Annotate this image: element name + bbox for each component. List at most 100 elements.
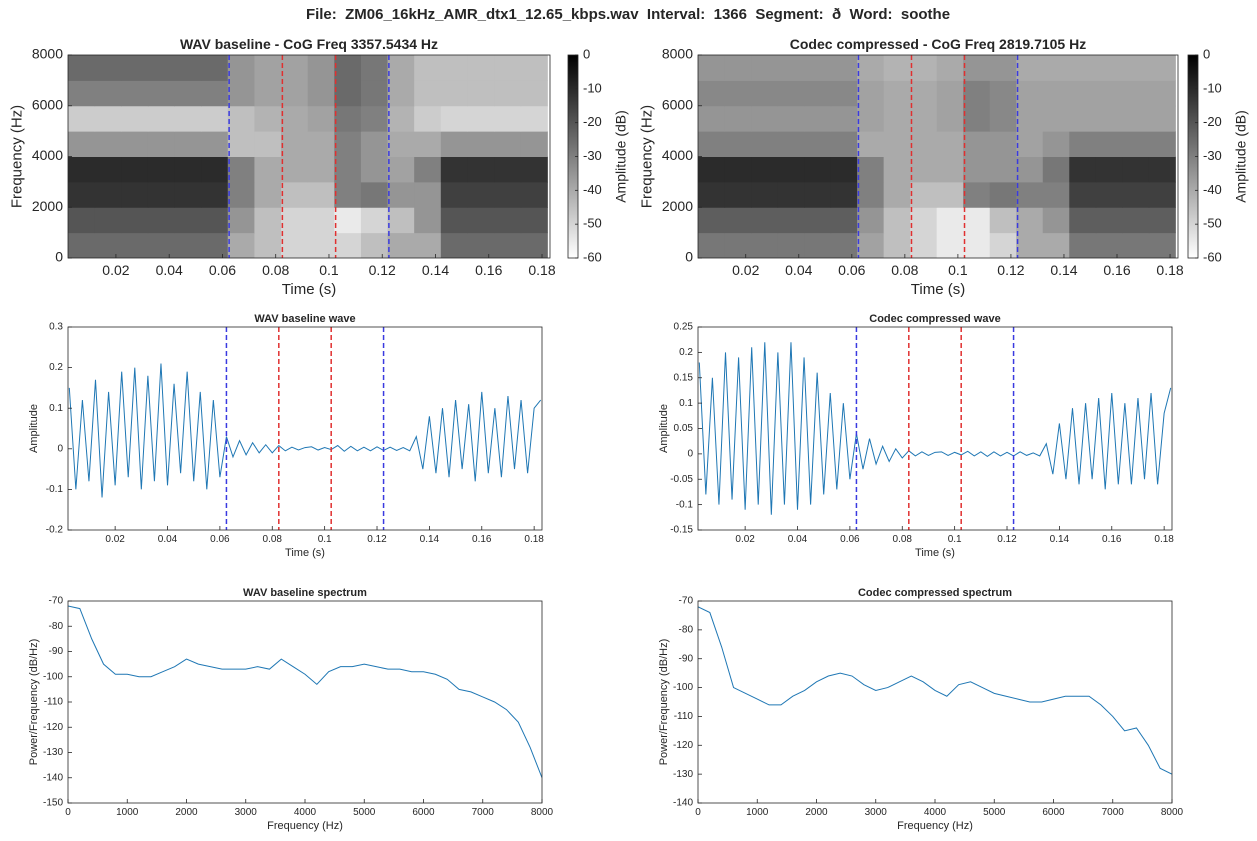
heatmap-cell [777,207,805,234]
chart-title: WAV baseline - CoG Freq 3357.5434 Hz [180,36,438,52]
heatmap-cell [1148,232,1176,258]
y-tick-label: -80 [49,621,64,632]
heatmap-cell [1095,181,1123,208]
heatmap-cell [281,207,309,234]
axes-box [67,326,543,531]
heatmap-cell [857,156,885,183]
heatmap-cell [281,181,309,208]
heatmap-cell [494,131,522,157]
heatmap-cell [1016,55,1044,81]
plot-area [68,55,548,258]
heatmap-cell [989,55,1017,81]
x-axis-label: Time (s) [285,547,325,559]
heatmap-cell [698,181,726,208]
heatmap-cell [724,80,752,107]
heatmap-cell [440,80,468,107]
y-tick-label: -120 [673,740,693,751]
y-tick-label: 0.2 [679,347,693,358]
heatmap-cell [68,80,96,107]
heatmap-cell [830,156,858,183]
heatmap-cell [94,156,122,183]
y-axis-label: Frequency (Hz) [9,105,26,208]
x-tick-label: 0.16 [472,534,492,545]
heatmap-cell [254,131,282,157]
heatmap-cell [334,55,362,81]
heatmap-cell [777,232,805,258]
heatmap-cell [201,181,229,208]
heatmap-cell [963,156,991,183]
heatmap-cell [936,232,964,258]
heatmap-cell [121,232,149,258]
heatmap-cell [360,55,389,81]
heatmap-cell [334,181,362,208]
x-tick-label: 0.14 [1050,534,1070,545]
heatmap-cell [494,207,522,234]
heatmap-cell [520,105,548,132]
heatmap-cell [830,181,858,208]
y-tick-label: 0 [55,249,63,265]
heatmap-cell [360,131,389,157]
heatmap-cell [494,80,522,107]
heatmap-cell [724,207,752,234]
heatmap-cell [94,131,122,157]
y-tick-label: 0.1 [679,398,693,409]
heatmap-cell [698,105,726,132]
heatmap-cell [281,55,309,81]
heatmap-cell [1016,105,1044,132]
heatmap-cell [1042,80,1070,107]
y-tick-label: 0.05 [674,423,694,434]
heatmap-cell [68,55,96,81]
heatmap-cell [467,207,495,234]
heatmap-cell [804,156,832,183]
heatmap-cell [414,55,442,81]
heatmap-cell [281,156,309,183]
x-tick-label: 6000 [1042,807,1065,818]
x-tick-label: 0.08 [893,534,913,545]
heatmap-cell [467,105,495,132]
heatmap-cell [1042,207,1070,234]
heatmap-cell [777,131,805,157]
heatmap-cell [1042,131,1070,157]
heatmap-cell [1148,55,1176,81]
heatmap-cell [201,232,229,258]
y-tick-label: -150 [43,798,63,809]
heatmap-cell [494,156,522,183]
heatmap-cell [1148,80,1176,107]
colorbar-tick-label: -20 [1203,114,1222,129]
colorbar-label: Amplitude (dB) [613,110,629,203]
figure-title: File: ZM06_16kHz_AMR_dtx1_12.65_kbps.wav… [306,6,950,23]
heatmap-cell [1148,131,1176,157]
heatmap-cell [520,131,548,157]
heatmap-cell [1122,55,1150,81]
heatmap-cell [989,105,1017,132]
y-tick-label: -70 [49,596,64,607]
heatmap-cell [201,80,229,107]
x-tick-label: 7000 [472,807,495,818]
heatmap-cell [68,181,96,208]
heatmap-cell [1122,207,1150,234]
heatmap-cell [751,207,779,234]
heatmap-cell [963,232,991,258]
heatmap-cell [227,156,255,183]
y-tick-label: 6000 [662,96,693,112]
x-axis-label: Frequency (Hz) [897,820,973,832]
x-tick-label: 0.1 [948,262,968,278]
heatmap-cell [254,156,282,183]
heatmap-cell [281,131,309,157]
heatmap-cell [360,207,389,234]
y-tick-label: 0.2 [49,362,63,373]
heatmap-cell [804,105,832,132]
x-tick-label: 0.1 [319,262,339,278]
heatmap-cell [201,131,229,157]
x-tick-label: 5000 [353,807,376,818]
heatmap-cell [307,232,335,258]
colorbar-tick-label: -40 [1203,182,1222,197]
heatmap-cell [1069,55,1097,81]
x-tick-label: 0 [65,807,71,818]
heatmap-cell [1095,232,1123,258]
colorbar-tick-label: 0 [583,46,590,61]
chart-title: WAV baseline wave [254,313,355,325]
heatmap-cell [1095,131,1123,157]
heatmap-cell [1069,131,1097,157]
